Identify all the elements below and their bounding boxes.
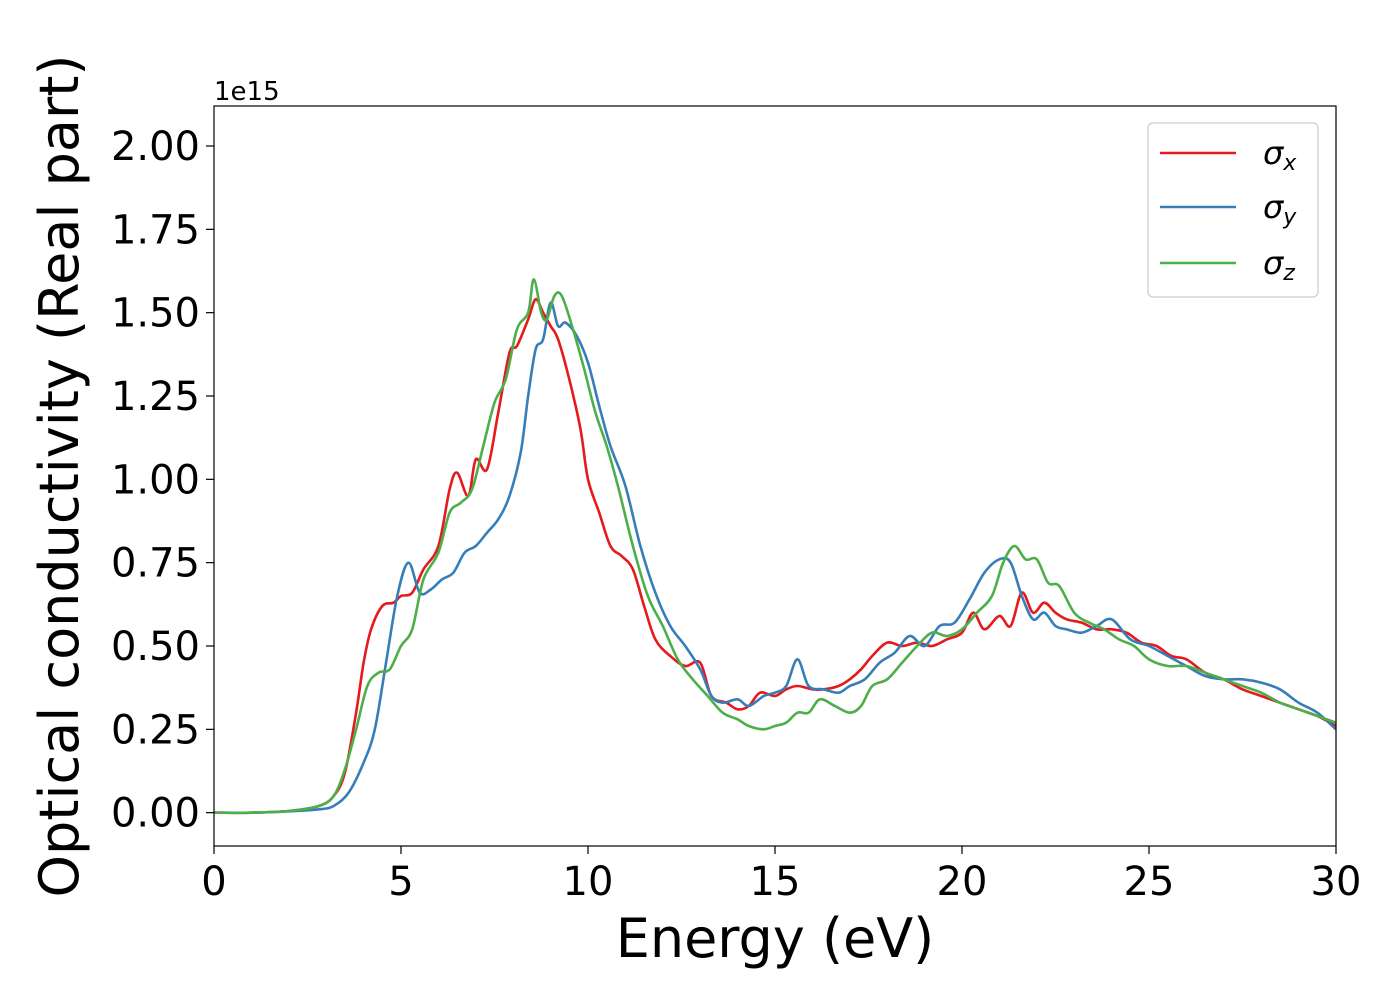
x-axis-title: Energy (eV) xyxy=(616,907,935,970)
series-line-z xyxy=(214,278,1336,815)
y-tick-label: 1.00 xyxy=(111,457,200,503)
x-tick-label: 10 xyxy=(563,859,614,905)
legend: σx σy σz xyxy=(1147,122,1319,298)
series-layer xyxy=(214,278,1336,815)
y-tick-label: 0.75 xyxy=(111,541,200,587)
legend-label-x: σx xyxy=(1263,134,1297,176)
legend-box xyxy=(1147,122,1319,298)
x-tick-label: 30 xyxy=(1311,859,1362,905)
legend-label-y: σy xyxy=(1263,188,1297,230)
x-axis-ticks: 0 5 10 15 20 25 30 xyxy=(201,846,1361,905)
y-tick-label: 0.50 xyxy=(111,624,200,670)
series-line-x xyxy=(214,298,1336,815)
legend-label-z: σz xyxy=(1263,244,1295,286)
x-tick-label: 5 xyxy=(388,859,413,905)
series-line-y xyxy=(214,301,1336,815)
y-tick-label: 1.25 xyxy=(111,374,200,420)
y-tick-label: 0.25 xyxy=(111,707,200,753)
y-tick-label: 0.00 xyxy=(111,791,200,837)
x-tick-label: 20 xyxy=(937,859,988,905)
y-tick-label: 1.75 xyxy=(111,207,200,253)
y-axis-ticks: 0.00 0.25 0.50 0.75 1.00 1.25 1.50 1.75 2.00 xyxy=(111,124,214,837)
x-tick-label: 25 xyxy=(1124,859,1175,905)
y-axis-title: Optical conductivity (Real part) xyxy=(28,55,91,898)
y-tick-label: 2.00 xyxy=(111,124,200,170)
x-tick-label: 15 xyxy=(750,859,801,905)
y-tick-label: 1.50 xyxy=(111,291,200,337)
x-tick-label: 0 xyxy=(201,859,226,905)
y-offset-label: 1e15 xyxy=(214,77,280,107)
